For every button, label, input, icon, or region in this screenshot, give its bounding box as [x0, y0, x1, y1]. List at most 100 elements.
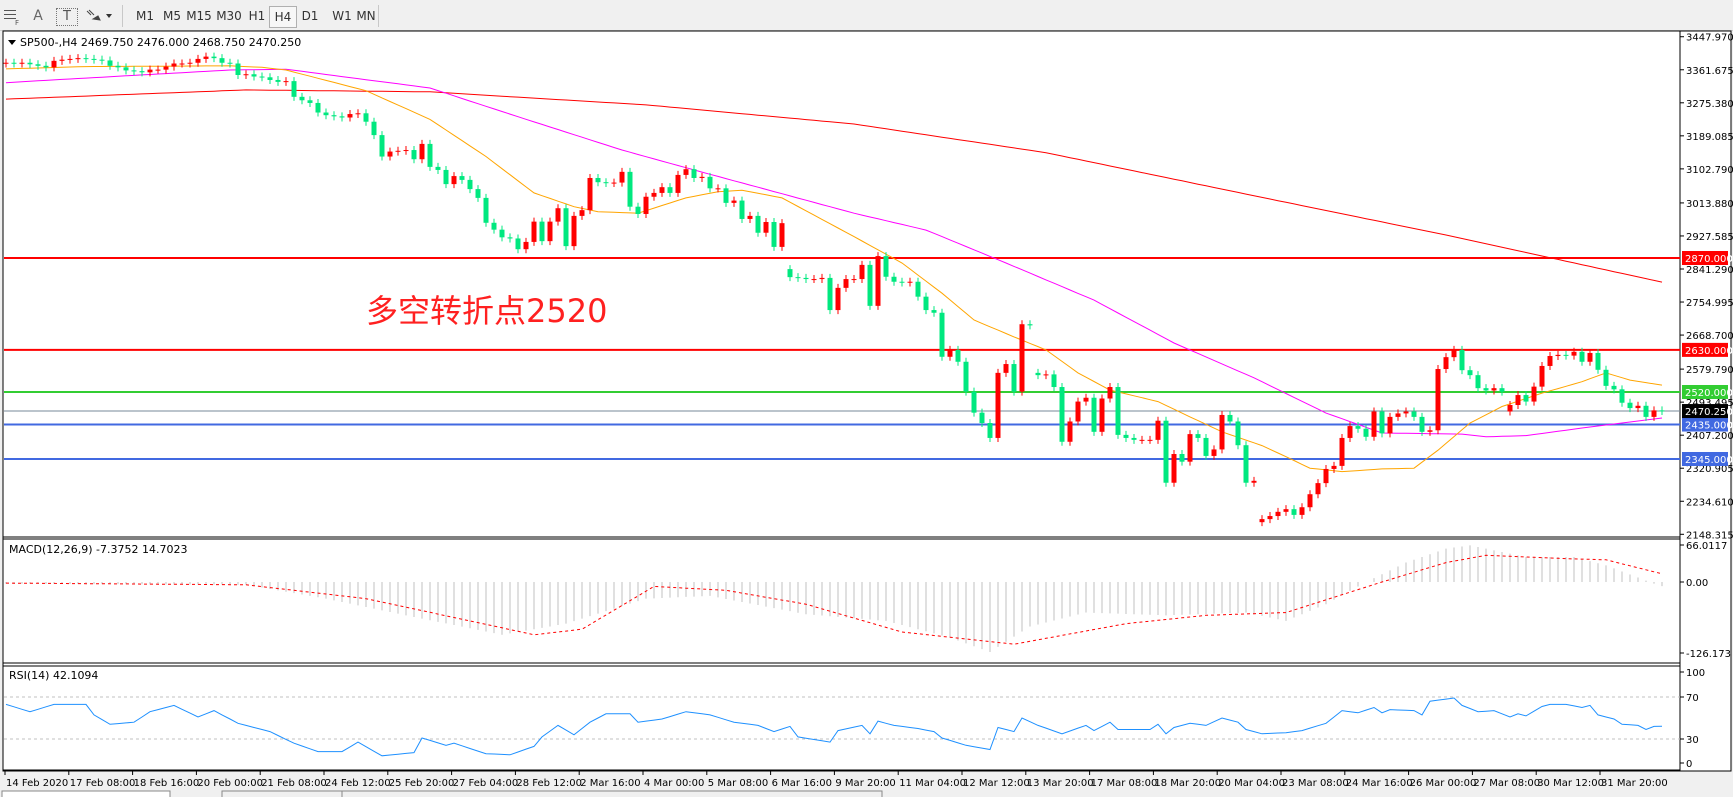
candle[interactable]: [259, 72, 265, 82]
candle[interactable]: [1331, 461, 1337, 473]
timeframe-m5-button[interactable]: M5: [163, 9, 181, 23]
candle[interactable]: [795, 273, 801, 282]
candle[interactable]: [1067, 417, 1073, 446]
candle[interactable]: [1171, 450, 1177, 487]
candle[interactable]: [1499, 384, 1505, 396]
timeframe-m1-button[interactable]: M1: [136, 9, 154, 23]
candle[interactable]: [35, 60, 41, 70]
candle[interactable]: [1099, 394, 1105, 436]
candle[interactable]: [755, 211, 761, 237]
candle[interactable]: [1227, 410, 1233, 426]
candle[interactable]: [875, 252, 881, 310]
candle[interactable]: [59, 55, 65, 65]
candle[interactable]: [363, 109, 369, 126]
candle[interactable]: [635, 202, 641, 218]
candle[interactable]: [1371, 407, 1377, 441]
candle[interactable]: [955, 345, 961, 366]
chart-tab[interactable]: [221, 790, 343, 797]
collapse-triangle-icon[interactable]: [8, 40, 16, 45]
text-label-icon[interactable]: T: [56, 8, 78, 26]
candle[interactable]: [331, 111, 337, 121]
candle[interactable]: [483, 193, 489, 227]
candle[interactable]: [11, 58, 17, 68]
candle[interactable]: [1139, 435, 1145, 444]
candle[interactable]: [547, 217, 553, 246]
candle[interactable]: [923, 292, 929, 315]
candle[interactable]: [675, 170, 681, 197]
annotation-text[interactable]: 多空转折点2520: [366, 292, 607, 330]
candle[interactable]: [1627, 398, 1633, 413]
candle[interactable]: [275, 75, 281, 86]
candle[interactable]: [1419, 412, 1425, 436]
candle[interactable]: [651, 188, 657, 201]
candle[interactable]: [1315, 479, 1321, 499]
candle[interactable]: [1379, 407, 1385, 438]
timeframe-m15-button[interactable]: M15: [186, 9, 212, 23]
candle[interactable]: [1515, 391, 1521, 410]
candle[interactable]: [163, 62, 169, 74]
candle[interactable]: [3, 58, 9, 68]
candle[interactable]: [307, 96, 313, 107]
candle[interactable]: [1459, 345, 1465, 375]
candle[interactable]: [859, 260, 865, 284]
candle[interactable]: [523, 237, 529, 254]
candle[interactable]: [1211, 445, 1217, 460]
candle[interactable]: [1259, 515, 1265, 527]
candle[interactable]: [235, 59, 241, 79]
candle[interactable]: [1155, 416, 1161, 444]
candle[interactable]: [1651, 406, 1657, 421]
candle[interactable]: [91, 54, 97, 64]
candle[interactable]: [1555, 350, 1561, 361]
candle[interactable]: [1403, 407, 1409, 418]
candle[interactable]: [19, 58, 25, 68]
candle[interactable]: [1387, 412, 1393, 438]
candle[interactable]: [139, 67, 145, 77]
main-price-panel[interactable]: [2, 30, 1681, 538]
candle[interactable]: [1235, 417, 1241, 450]
timeframe-w1-button[interactable]: W1: [332, 9, 352, 23]
candle[interactable]: [1163, 416, 1169, 487]
candle[interactable]: [1467, 366, 1473, 380]
candle[interactable]: [195, 54, 201, 67]
candle[interactable]: [491, 218, 497, 234]
candle[interactable]: [803, 273, 809, 284]
candle[interactable]: [1019, 320, 1025, 396]
candle[interactable]: [1523, 391, 1529, 406]
candle[interactable]: [299, 92, 305, 105]
candle[interactable]: [395, 146, 401, 156]
candle[interactable]: [243, 70, 249, 79]
candle[interactable]: [1267, 512, 1273, 524]
candle[interactable]: [779, 219, 785, 251]
candle[interactable]: [699, 172, 705, 182]
candle[interactable]: [1603, 365, 1609, 390]
candle[interactable]: [723, 184, 729, 207]
candle[interactable]: [283, 77, 289, 86]
candle[interactable]: [867, 260, 873, 310]
candle[interactable]: [931, 306, 937, 317]
candle[interactable]: [835, 283, 841, 315]
candle[interactable]: [323, 108, 329, 120]
candle[interactable]: [1507, 401, 1513, 416]
candle[interactable]: [211, 52, 217, 63]
candle[interactable]: [1275, 507, 1281, 521]
candle[interactable]: [619, 167, 625, 187]
timeframe-mn-button[interactable]: MN: [356, 9, 376, 23]
candle[interactable]: [1203, 433, 1209, 460]
candle[interactable]: [1451, 345, 1457, 362]
candle[interactable]: [531, 217, 537, 246]
candle[interactable]: [1043, 370, 1049, 380]
candle[interactable]: [1427, 426, 1433, 436]
candle[interactable]: [1123, 430, 1129, 442]
candle[interactable]: [1147, 435, 1153, 444]
candle[interactable]: [123, 63, 129, 75]
period-separator-icon[interactable]: F: [2, 6, 22, 27]
candle[interactable]: [291, 77, 297, 101]
candle[interactable]: [355, 109, 361, 119]
candle[interactable]: [947, 345, 953, 361]
candle[interactable]: [83, 54, 89, 63]
candle[interactable]: [603, 178, 609, 187]
candle[interactable]: [1595, 348, 1601, 374]
candle[interactable]: [643, 192, 649, 218]
candle[interactable]: [579, 206, 585, 220]
candle[interactable]: [1051, 370, 1057, 392]
